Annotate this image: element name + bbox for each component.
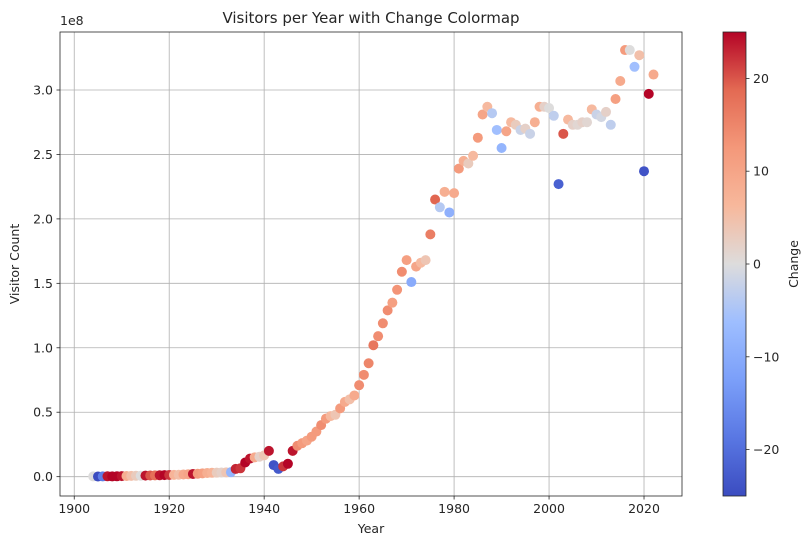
data-point [392, 284, 403, 295]
data-point [468, 150, 479, 161]
y-tick-label: 1.5 [33, 276, 53, 291]
data-point [425, 229, 436, 240]
colorbar-label: Change [786, 240, 801, 288]
x-tick-label: 2020 [628, 501, 660, 516]
data-point [477, 109, 488, 120]
x-axis-ticks: 1900 1920 1940 1960 1980 2000 2020 [58, 496, 660, 516]
data-point [373, 331, 384, 342]
data-point [544, 103, 555, 114]
data-point [487, 108, 498, 119]
x-tick-label: 1940 [248, 501, 280, 516]
data-point [401, 255, 412, 266]
data-point [358, 369, 369, 380]
data-point [601, 106, 612, 117]
data-point [472, 132, 483, 143]
data-point [639, 166, 650, 177]
data-point [453, 163, 464, 174]
data-point [501, 126, 512, 137]
data-point [354, 380, 365, 391]
data-point [525, 128, 536, 139]
data-point [406, 277, 417, 288]
data-point [420, 255, 431, 266]
data-point [382, 305, 393, 316]
colorbar-tick-label: −20 [753, 442, 779, 457]
data-point [368, 340, 379, 351]
y-tick-label: 0.5 [33, 405, 53, 420]
y-tick-label: 1.0 [33, 340, 53, 355]
data-point [282, 458, 293, 469]
y-tick-label: 2.0 [33, 211, 53, 226]
data-point [430, 194, 441, 205]
colorbar-tick-label: 10 [753, 164, 769, 179]
data-point [558, 128, 569, 139]
colorbar: −20 −10 0 10 20 Change [722, 31, 801, 497]
colorbar-tick-label: 20 [753, 71, 769, 86]
data-point [634, 50, 645, 61]
y-axis-ticks: 0.0 0.5 1.0 1.5 2.0 2.5 3.0 [33, 83, 60, 484]
chart-title: Visitors per Year with Change Colormap [222, 9, 519, 27]
x-tick-label: 1900 [58, 501, 90, 516]
colorbar-ticks: −20 −10 0 10 20 [746, 71, 779, 457]
x-tick-label: 2000 [533, 501, 565, 516]
data-point [643, 88, 654, 99]
data-point [377, 318, 388, 329]
data-point [624, 45, 635, 56]
data-point [648, 69, 659, 80]
x-tick-label: 1980 [438, 501, 470, 516]
colorbar-tick-label: −10 [753, 349, 779, 364]
data-point [387, 297, 398, 308]
data-point [463, 158, 474, 169]
data-point [263, 445, 274, 456]
data-point [439, 186, 450, 197]
y-tick-label: 2.5 [33, 147, 53, 162]
data-point [363, 358, 374, 369]
y-axis-label: Visitor Count [7, 224, 22, 305]
data-point [610, 94, 621, 105]
data-point [553, 179, 564, 190]
data-point [449, 188, 460, 199]
data-point [582, 117, 593, 128]
scatter-points [88, 45, 659, 482]
data-point [529, 117, 540, 128]
data-point [396, 266, 407, 277]
y-tick-label: 3.0 [33, 83, 53, 98]
data-point [444, 207, 455, 218]
y-tick-label: 0.0 [33, 469, 53, 484]
x-axis-label: Year [357, 521, 385, 536]
plot-area-frame [59, 31, 683, 497]
x-tick-label: 1920 [153, 501, 185, 516]
data-point [496, 143, 507, 153]
data-point [349, 390, 360, 401]
colorbar-tick-label: 0 [753, 257, 761, 272]
data-point [491, 124, 502, 135]
y-offset-text: 1e8 [60, 13, 84, 28]
data-point [629, 61, 640, 72]
data-point [434, 202, 445, 213]
grid-lines [60, 32, 682, 496]
data-point [605, 119, 616, 130]
colorbar-gradient [722, 31, 747, 497]
x-tick-label: 1960 [343, 501, 375, 516]
data-point [615, 75, 626, 86]
data-point [548, 110, 559, 121]
